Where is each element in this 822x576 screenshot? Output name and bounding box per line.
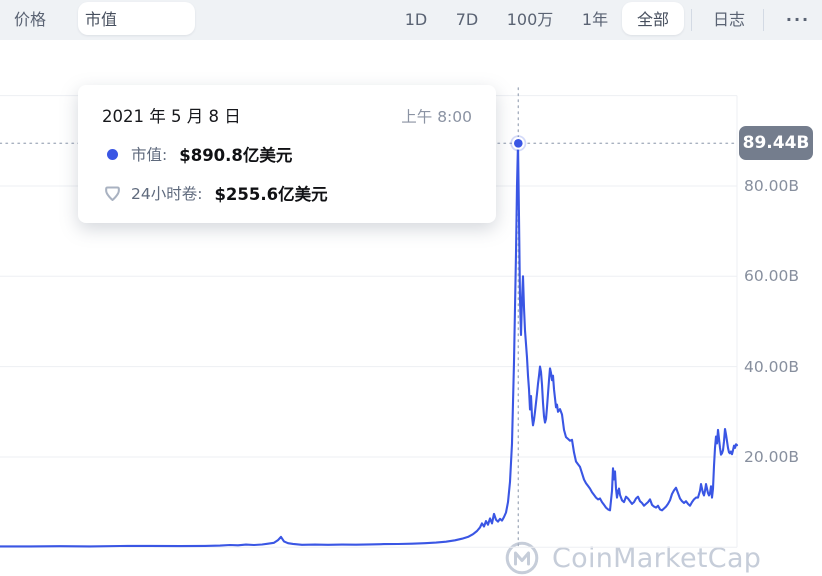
tooltip-row-volume: 24小时卷: $255.6亿美元: [102, 181, 472, 205]
tooltip-time: 上午 8:00: [401, 108, 472, 126]
log-scale-button[interactable]: 日志: [706, 0, 752, 40]
volume-shield-icon: [102, 184, 122, 203]
chart-tooltip: 2021 年 5 月 8 日 上午 8:00 市值: $890.8亿美元 24小…: [78, 85, 496, 223]
range-button-1d[interactable]: 1D: [402, 0, 430, 40]
tooltip-label: 市值:: [131, 146, 168, 164]
y-axis-label: 60.00B: [744, 267, 800, 286]
range-button-all[interactable]: 全部: [622, 2, 684, 35]
hover-value-badge: 89.44B: [739, 126, 813, 161]
range-button-7d[interactable]: 7D: [452, 0, 482, 40]
chart-area: CoinMarketCap 80.00B 60.00B 40.00B 20.00…: [0, 40, 822, 575]
range-button-1m[interactable]: 100万: [502, 0, 558, 40]
toolbar-divider: [691, 9, 692, 31]
y-axis-label: 80.00B: [744, 176, 800, 195]
y-axis-label: 40.00B: [744, 357, 800, 376]
tab-price[interactable]: 价格: [14, 0, 46, 40]
chart-toolbar: 价格 市值 1D 7D 100万 1年 全部 日志 ···: [0, 0, 822, 40]
more-options-button[interactable]: ···: [782, 0, 814, 40]
tooltip-value: $255.6亿美元: [214, 185, 328, 204]
y-axis-label: 20.00B: [744, 447, 800, 466]
toolbar-divider: [763, 9, 764, 31]
tab-marketcap[interactable]: 市值: [78, 2, 195, 35]
range-button-1y[interactable]: 1年: [576, 0, 614, 40]
tooltip-label: 24小时卷:: [131, 185, 203, 203]
tooltip-date: 2021 年 5 月 8 日: [102, 107, 241, 126]
marketcap-dot-icon: [102, 148, 122, 160]
tooltip-header: 2021 年 5 月 8 日 上午 8:00: [102, 103, 472, 127]
tooltip-row-marketcap: 市值: $890.8亿美元: [102, 142, 472, 166]
tooltip-value: $890.8亿美元: [179, 146, 293, 165]
